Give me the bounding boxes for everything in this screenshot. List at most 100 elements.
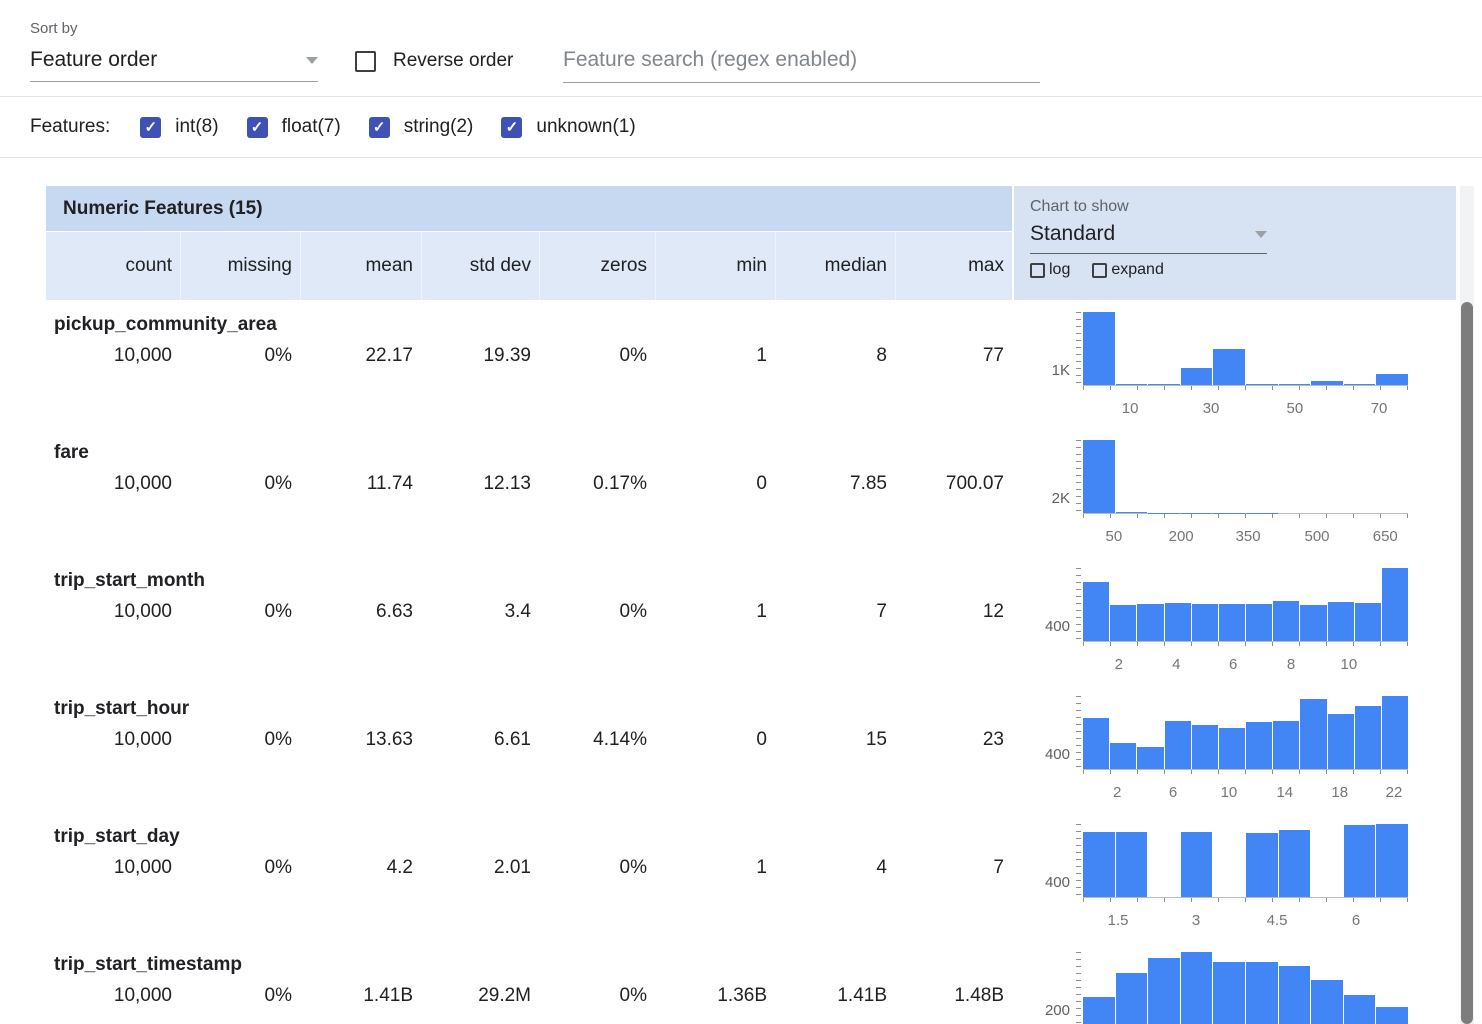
histogram-bar — [1083, 832, 1115, 897]
table-row: trip_start_day 10,000 0% 4.2 2.01 0% 1 4… — [46, 812, 1456, 940]
stat-cell: 7 — [876, 601, 887, 622]
vertical-scrollbar[interactable] — [1460, 186, 1474, 1024]
histogram-bar — [1115, 832, 1148, 897]
histogram-bar — [1343, 824, 1376, 897]
stat-cell: 11.74 — [366, 473, 413, 494]
reverse-order-label: Reverse order — [393, 50, 514, 71]
chevron-down-icon — [306, 56, 318, 64]
histogram-bar — [1213, 348, 1245, 385]
stat-cell: 10,000 — [113, 345, 172, 366]
histogram-bar — [1110, 605, 1137, 641]
feature-histogram: 400 2 6 10 14 18 22 — [1012, 684, 1456, 812]
stat-cell: 2.01 — [494, 857, 531, 878]
stat-cell: 0% — [619, 345, 647, 366]
chart-y-label: 1K — [1051, 362, 1070, 379]
stat-cell: 0 — [756, 473, 767, 494]
col-header-median: median — [775, 232, 895, 300]
x-tick-label: 200 — [1168, 528, 1194, 545]
stat-cell: 29.2M — [478, 985, 531, 1006]
filter-unknown-checkbox[interactable]: unknown(1) — [501, 116, 636, 138]
checkbox-unchecked-icon — [1092, 262, 1108, 278]
table-row: trip_start_month 10,000 0% 6.63 3.4 0% 1… — [46, 556, 1456, 684]
y-axis-ticks-icon — [1076, 952, 1081, 1024]
x-tick-label: 500 — [1304, 528, 1330, 545]
x-tick-label: 50 — [1286, 400, 1304, 417]
x-tick-label: 10 — [1340, 656, 1358, 673]
filter-float-checkbox[interactable]: float(7) — [246, 116, 341, 138]
chart-x-ticks: 10 30 50 70 — [1083, 390, 1408, 420]
histogram-plot — [1076, 952, 1408, 1024]
x-tick-label: 1.5 — [1107, 912, 1129, 929]
feature-search-input[interactable] — [563, 44, 1040, 83]
histogram-bar — [1148, 958, 1180, 1024]
filter-int-checkbox[interactable]: int(8) — [140, 116, 219, 138]
col-header-max: max — [895, 232, 1012, 300]
stat-cell: 1.41B — [837, 985, 887, 1006]
sort-controls-bar: Sort by Feature order Reverse order — [0, 0, 1482, 97]
x-tick-label: 6 — [1351, 912, 1361, 929]
x-tick-label: 30 — [1202, 400, 1220, 417]
x-tick-label: 10 — [1121, 400, 1139, 417]
x-axis-ticks-icon — [1083, 642, 1408, 646]
histogram-bar — [1083, 996, 1115, 1024]
sort-by-dropdown[interactable]: Feature order — [30, 48, 318, 82]
stat-cell: 19.39 — [483, 345, 531, 366]
stat-cell: 1.48B — [954, 985, 1004, 1006]
x-tick-label: 650 — [1372, 528, 1398, 545]
x-tick-label: 6 — [1168, 784, 1178, 801]
histogram-bar — [1180, 367, 1213, 385]
histogram-bar — [1115, 512, 1148, 513]
histogram-bar — [1218, 728, 1246, 769]
x-tick-label: 50 — [1105, 528, 1123, 545]
histogram-bar — [1245, 832, 1278, 897]
scrollbar-thumb[interactable] — [1461, 302, 1473, 1024]
histogram-bar — [1164, 603, 1191, 641]
x-tick-label: 4 — [1172, 656, 1181, 673]
col-header-stddev: std dev — [421, 232, 539, 300]
x-tick-label: 8 — [1286, 656, 1296, 673]
x-axis-ticks-icon — [1083, 386, 1408, 390]
histogram-plot — [1076, 696, 1409, 770]
reverse-order-checkbox[interactable]: Reverse order — [355, 50, 513, 72]
chart-x-ticks: 2 4 6 8 10 — [1083, 646, 1408, 676]
histogram-bar — [1376, 374, 1408, 385]
histogram-plot — [1076, 568, 1409, 642]
histogram-bar — [1381, 696, 1409, 769]
feature-stats: trip_start_timestamp 10,000 0% 1.41B 29.… — [46, 940, 1012, 1024]
chart-x-ticks: 1.5 3 4.5 6 — [1083, 902, 1408, 932]
feature-name: trip_start_month — [54, 570, 205, 591]
stat-cell: 10,000 — [113, 473, 172, 494]
filter-string-checkbox[interactable]: string(2) — [368, 116, 473, 138]
histogram-bar — [1083, 717, 1110, 769]
table-header: Numeric Features (15) count missing mean… — [46, 186, 1456, 300]
sort-by-value: Feature order — [30, 48, 158, 71]
stat-cell: 15 — [865, 729, 887, 750]
stat-cell: 10,000 — [113, 729, 172, 750]
stat-cell: 0% — [619, 985, 647, 1006]
histogram-bar — [1191, 725, 1218, 769]
y-axis-ticks-icon — [1076, 440, 1081, 514]
chevron-down-icon — [1255, 230, 1267, 238]
histogram-bar — [1278, 966, 1311, 1024]
chart-y-label: 400 — [1044, 746, 1070, 763]
stat-cell: 1 — [756, 857, 767, 878]
histogram-bar — [1148, 383, 1180, 385]
stat-cell: 12 — [982, 601, 1004, 622]
log-checkbox[interactable]: log — [1030, 261, 1070, 279]
feature-name: trip_start_day — [54, 826, 180, 847]
sort-by-label: Sort by — [30, 20, 78, 37]
histogram-plot — [1076, 312, 1408, 386]
stat-cell: 7.85 — [850, 473, 887, 494]
chart-x-ticks: 50 200 350 500 650 — [1083, 518, 1408, 548]
stat-cell: 1.36B — [717, 985, 767, 1006]
y-axis-ticks-icon — [1076, 312, 1081, 386]
stat-cell: 0% — [264, 345, 292, 366]
stat-cell: 0% — [264, 729, 292, 750]
stat-cell: 8 — [876, 345, 887, 366]
feature-stats: trip_start_hour 10,000 0% 13.63 6.61 4.1… — [46, 684, 1012, 812]
chart-type-dropdown[interactable]: Standard — [1030, 217, 1267, 254]
histogram-bar — [1343, 384, 1376, 385]
histogram-bar — [1273, 601, 1300, 641]
histogram-plot — [1076, 824, 1408, 898]
expand-checkbox[interactable]: expand — [1092, 261, 1164, 279]
